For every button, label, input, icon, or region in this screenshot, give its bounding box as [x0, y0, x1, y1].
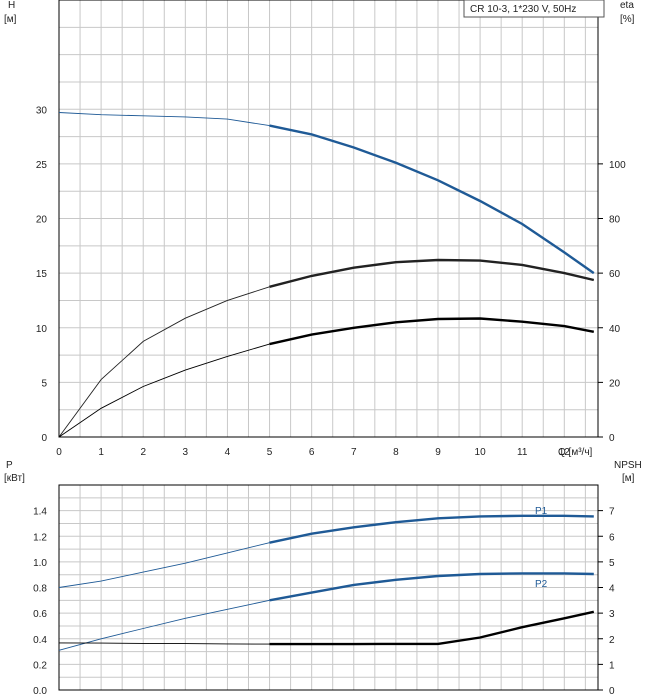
bottom-left-tick-label: 1.0 — [33, 558, 47, 569]
top-series-0-line — [269, 124, 595, 275]
p2-series-label: P2 — [535, 579, 548, 590]
bottom-left-tick-label: 0.0 — [33, 686, 47, 697]
x-tick-label: 9 — [435, 447, 441, 458]
top-series-1-line — [269, 258, 595, 288]
bottom-right-tick-label: 0 — [609, 686, 615, 697]
bottom-right-axis-label: NPSH — [614, 460, 642, 471]
bottom-plot-series — [58, 514, 595, 651]
x-tick-label: 11 — [517, 447, 528, 458]
bottom-right-tick-label: 1 — [609, 660, 615, 671]
top-right-axis-unit: [%] — [620, 14, 635, 25]
top-left-tick-label: 20 — [36, 215, 48, 226]
bottom-series-0-line-extrapolated — [58, 542, 270, 588]
bottom-left-tick-label: 1.2 — [33, 532, 47, 543]
bottom-series-2-line-extrapolated — [58, 642, 270, 645]
x-tick-label: 5 — [267, 447, 273, 458]
bottom-right-axis-unit: [м] — [622, 473, 635, 484]
bottom-series-2-line — [269, 610, 595, 646]
bottom-right-tick-label: 5 — [609, 558, 615, 569]
x-tick-label: 0 — [56, 447, 62, 458]
x-tick-label: 12 — [559, 447, 571, 458]
x-tick-label: 8 — [393, 447, 399, 458]
chart-title-box — [463, 0, 605, 18]
bottom-right-tick-label: 2 — [609, 635, 615, 646]
bottom-left-tick-label: 0.6 — [33, 609, 47, 620]
top-right-tick-label: 20 — [609, 378, 621, 389]
bottom-left-tick-label: 0.2 — [33, 660, 47, 671]
top-plot-grid — [58, 0, 599, 438]
top-series-0-line-extrapolated — [58, 112, 270, 127]
bottom-left-axis-unit: [кВт] — [4, 473, 25, 484]
top-left-tick-label: 10 — [36, 324, 48, 335]
bottom-right-tick-label: 6 — [609, 532, 615, 543]
top-series-2-line — [269, 317, 595, 346]
x-tick-label: 2 — [140, 447, 146, 458]
top-right-tick-label: 0 — [609, 433, 615, 444]
bottom-series-1-line — [269, 572, 594, 602]
bottom-left-tick-label: 1.4 — [33, 507, 47, 518]
top-right-tick-label: 40 — [609, 324, 621, 335]
top-left-tick-label: 0 — [41, 433, 47, 444]
x-tick-label: 7 — [351, 447, 357, 458]
top-series-1-line-extrapolated — [58, 286, 270, 438]
bottom-right-tick-label: 7 — [609, 507, 615, 518]
top-left-tick-label: 25 — [36, 160, 48, 171]
bottom-left-tick-label: 0.8 — [33, 584, 47, 595]
bottom-left-tick-label: 0.4 — [33, 635, 47, 646]
top-left-axis-label: H — [8, 0, 15, 11]
bottom-right-tick-label: 4 — [609, 584, 615, 595]
x-tick-label: 6 — [309, 447, 315, 458]
x-tick-label: 10 — [475, 447, 487, 458]
top-left-axis-unit: [м] — [4, 14, 17, 25]
x-tick-label: 3 — [183, 447, 189, 458]
chart-title: CR 10-3, 1*230 V, 50Hz — [470, 4, 576, 15]
top-plot-series — [58, 112, 595, 438]
bottom-left-axis-label: P — [6, 460, 13, 471]
x-tick-label: 1 — [98, 447, 104, 458]
p1-series-label: P1 — [535, 506, 548, 517]
x-axis-label: Q [м³/ч] — [558, 447, 593, 458]
bottom-series-0-line — [269, 514, 594, 544]
top-left-tick-label: 30 — [36, 105, 48, 116]
x-tick-label: 4 — [225, 447, 231, 458]
top-left-tick-label: 15 — [36, 269, 48, 280]
top-right-tick-label: 60 — [609, 269, 621, 280]
tick-labels: 0 1 2 3 4 5 6 7 8 9 10 11 12051015202530020406080100… — [33, 105, 626, 697]
bottom-series-1-line-extrapolated — [58, 599, 270, 651]
top-right-axis-label: eta — [620, 0, 634, 11]
bottom-right-tick-label: 3 — [609, 609, 615, 620]
top-series-2-line-extrapolated — [58, 343, 270, 438]
top-left-tick-label: 5 — [41, 378, 47, 389]
top-right-tick-label: 100 — [609, 160, 626, 171]
top-right-tick-label: 80 — [609, 215, 621, 226]
